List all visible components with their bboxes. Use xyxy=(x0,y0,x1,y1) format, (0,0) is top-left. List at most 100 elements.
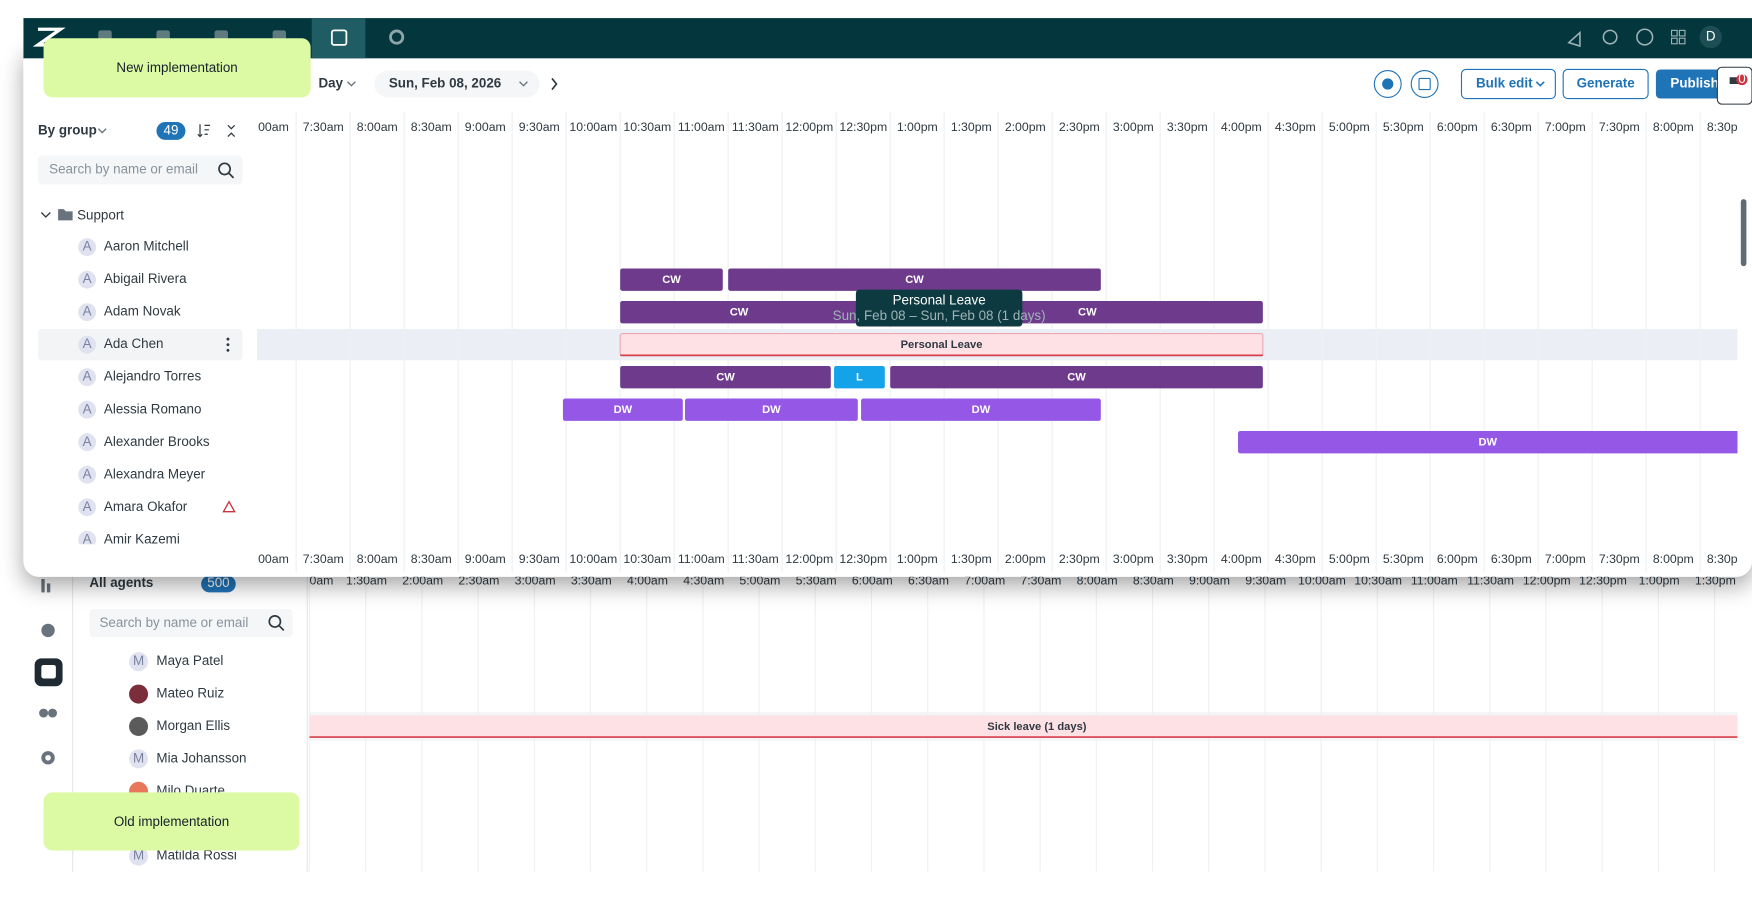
icon-button[interactable] xyxy=(1410,70,1439,98)
agent-name[interactable]: Amir Kazemi xyxy=(104,531,180,546)
search-box[interactable] xyxy=(37,155,243,185)
time-label: 6:00pm xyxy=(1437,552,1478,566)
agent-name[interactable]: Adam Novak xyxy=(104,304,181,319)
nav-icon xyxy=(1670,37,1678,45)
search-icon[interactable] xyxy=(268,615,282,628)
agent-initial: A xyxy=(83,304,92,319)
chevron xyxy=(519,81,528,87)
agent-initial: A xyxy=(83,531,92,546)
time-label: 11:30am xyxy=(732,120,779,134)
generate-button[interactable] xyxy=(1562,68,1649,100)
shift-bar[interactable] xyxy=(728,268,1101,291)
time-label: 5:00pm xyxy=(1329,120,1370,134)
time-label: 10:30am xyxy=(623,120,671,134)
shift-bar[interactable] xyxy=(1238,431,1752,454)
time-label: 1:00pm xyxy=(897,120,938,134)
collapse-icon[interactable] xyxy=(227,124,236,137)
nav-icon[interactable] xyxy=(41,578,45,593)
agent-name[interactable]: Alexandra Meyer xyxy=(104,466,206,481)
agent-name[interactable]: Maya Patel xyxy=(156,653,223,668)
time-label: 3:30pm xyxy=(1167,552,1208,566)
agent-name[interactable]: Alessia Romano xyxy=(104,401,202,416)
shift-bar[interactable] xyxy=(620,268,723,291)
time-label: 4:00pm xyxy=(1221,552,1262,566)
next-day[interactable] xyxy=(551,77,558,91)
user-avatar[interactable] xyxy=(1699,25,1722,49)
button-label: Bulk edit xyxy=(1476,76,1533,91)
bulk-edit-button[interactable] xyxy=(1460,68,1556,100)
agent-name[interactable]: Matilda Rossi xyxy=(156,848,236,863)
search-box[interactable] xyxy=(89,609,293,638)
row-menu[interactable] xyxy=(226,337,230,341)
top-nav xyxy=(23,18,1752,59)
shift-bar[interactable] xyxy=(684,398,858,421)
flag-button[interactable] xyxy=(1716,66,1752,105)
agent-name[interactable]: Amara Okafor xyxy=(104,499,188,514)
time-label: 8:00pm xyxy=(1653,120,1694,134)
agent-avatar xyxy=(78,238,97,257)
scrollbar[interactable] xyxy=(1740,199,1747,267)
nav-icon[interactable] xyxy=(1670,29,1678,37)
time-label: 7:00am xyxy=(964,573,1005,587)
time-label: 3:30am xyxy=(571,573,612,587)
agent-name[interactable]: Mia Johansson xyxy=(156,750,246,765)
row-menu[interactable] xyxy=(226,348,230,352)
agent-initial: A xyxy=(83,271,92,286)
shift-bar[interactable] xyxy=(620,366,831,389)
agent-name[interactable]: Alexander Brooks xyxy=(104,434,210,449)
chevron xyxy=(347,81,356,87)
time-label: 8:00pm xyxy=(1653,552,1694,566)
search-icon xyxy=(228,172,235,179)
old-grouping[interactable]: All agents xyxy=(89,575,153,590)
nav-icon[interactable] xyxy=(1567,30,1581,48)
time-label: 2:00pm xyxy=(1005,552,1046,566)
agent-avatar xyxy=(78,498,97,517)
time-label: 11:30am xyxy=(1467,573,1514,587)
leave-bar[interactable] xyxy=(309,715,1738,738)
time-label: 6:00pm xyxy=(1437,120,1478,134)
shift-bar[interactable] xyxy=(620,300,858,324)
agent-avatar xyxy=(129,684,149,704)
agent-name[interactable]: Abigail Rivera xyxy=(104,271,187,286)
agent-avatar xyxy=(129,846,149,866)
time-label: 8:00am xyxy=(1077,573,1118,587)
flag-icon xyxy=(1729,77,1739,92)
sort-icon[interactable] xyxy=(197,124,211,138)
nav-icon[interactable] xyxy=(39,708,49,718)
nav-icon[interactable] xyxy=(1636,28,1654,46)
flag-count: 0 xyxy=(1738,71,1745,86)
shift-bar[interactable] xyxy=(834,366,885,389)
user-initial: D xyxy=(1706,29,1716,44)
count-pill xyxy=(156,122,186,140)
nav-icon[interactable] xyxy=(41,623,55,638)
button-label: Publish xyxy=(1670,76,1718,91)
agent-name[interactable]: Aaron Mitchell xyxy=(104,239,189,254)
view-select[interactable]: Day xyxy=(318,76,343,91)
date-picker[interactable] xyxy=(374,70,540,98)
old-count: 500 xyxy=(207,575,229,590)
time-label: 8:30am xyxy=(411,552,452,566)
shift-bar[interactable] xyxy=(890,366,1263,389)
search-icon[interactable] xyxy=(218,162,232,176)
group-toggle[interactable] xyxy=(40,212,51,218)
shift-bar[interactable] xyxy=(861,398,1101,421)
time-label: 7:00pm xyxy=(1545,552,1586,566)
grouping-select[interactable]: By group xyxy=(38,122,97,137)
nav-tab-selected[interactable] xyxy=(311,18,366,59)
time-label: 9:30am xyxy=(519,552,560,566)
agent-name[interactable]: Mateo Ruiz xyxy=(156,686,224,701)
agent-name[interactable]: Morgan Ellis xyxy=(156,718,230,733)
row-menu[interactable] xyxy=(226,343,230,347)
time-label: 9:30am xyxy=(1245,573,1286,587)
settings-icon[interactable] xyxy=(389,29,405,45)
time-label: 9:30am xyxy=(519,120,560,134)
time-label: 10:00am xyxy=(1298,573,1346,587)
agent-name[interactable]: Alejandro Torres xyxy=(104,369,202,384)
nav-icon[interactable] xyxy=(1602,29,1618,45)
shift-bar[interactable] xyxy=(562,398,683,421)
label-badge xyxy=(43,792,300,851)
shift-label: CW xyxy=(716,372,735,384)
search-placeholder: Search by name or email xyxy=(99,615,248,630)
agent-name[interactable]: Ada Chen xyxy=(104,336,164,351)
